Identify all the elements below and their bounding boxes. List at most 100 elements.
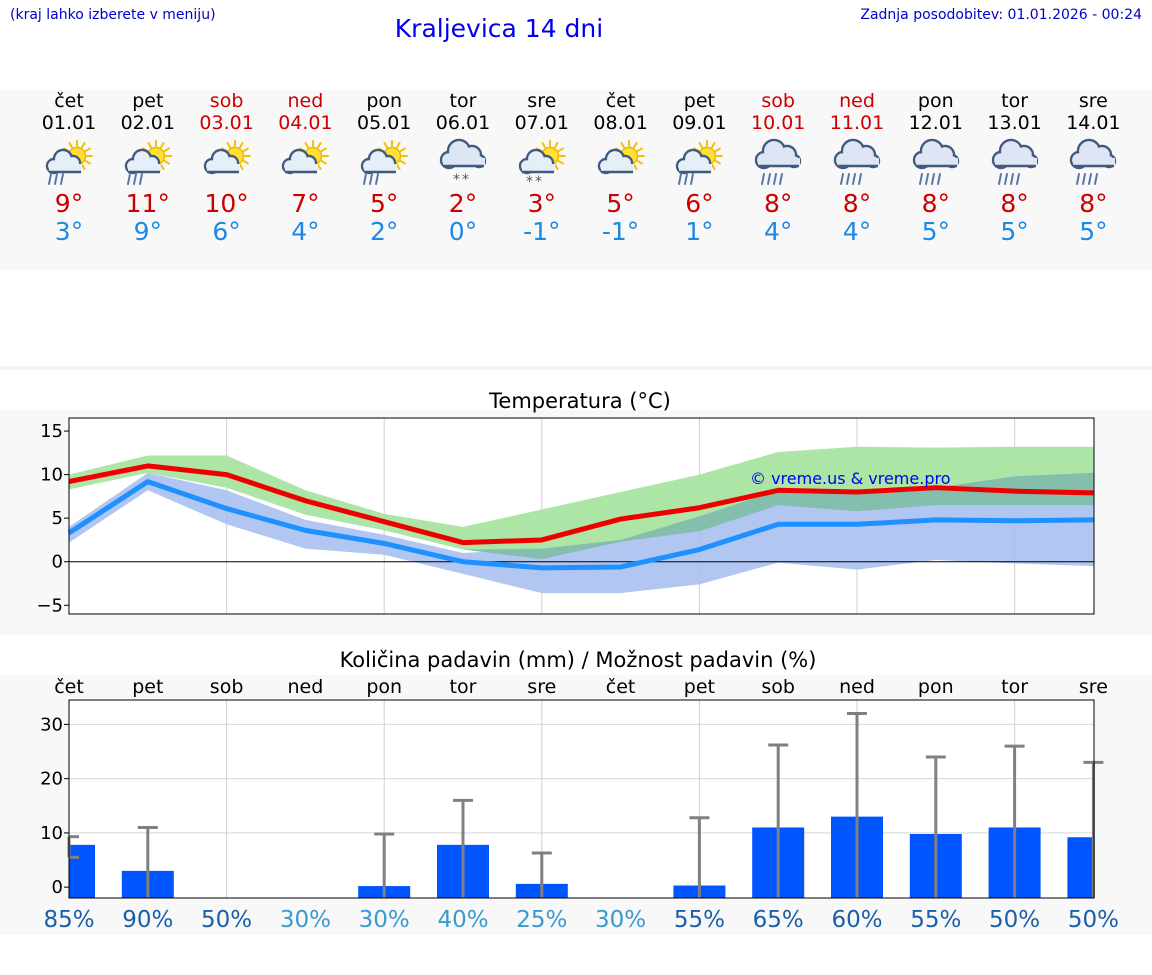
rain-drop <box>363 173 368 185</box>
sun-ray <box>159 142 165 149</box>
precipitation-chart-title: Količina padavin (mm) / Možnost padavin … <box>340 648 817 672</box>
day-name: tor <box>1001 90 1029 112</box>
cloud-shape <box>1070 138 1117 170</box>
rain-drop <box>48 173 52 185</box>
cloud-base <box>521 164 555 172</box>
cloud-base <box>206 164 240 172</box>
min-temperature: 4° <box>291 217 320 246</box>
rain-drop <box>375 173 380 185</box>
rain-drops <box>761 173 784 185</box>
sun-ray <box>81 142 86 149</box>
sun-ray <box>81 163 86 170</box>
rain-drop <box>767 173 772 185</box>
day-name: pon <box>917 90 954 112</box>
day-label: tor <box>450 676 477 698</box>
rain-drop <box>369 173 374 185</box>
rain-drop <box>60 173 64 185</box>
rain-drops <box>997 173 1020 185</box>
day-column: pet 02.01 11° 9° <box>108 90 188 246</box>
day-label: čet <box>54 676 84 698</box>
y-tick-label: 10 <box>40 465 63 486</box>
y-tick-label: 5 <box>52 508 63 529</box>
cloud-shape <box>597 148 634 175</box>
page-title: Kraljevica 14 dni <box>394 14 604 43</box>
day-date: 06.01 <box>435 112 491 134</box>
min-temperature-line <box>67 479 1094 571</box>
cloud-base <box>758 158 801 166</box>
day-column: sob 03.01 10° 6° <box>187 90 267 246</box>
precipitation-probability: 30% <box>595 907 646 933</box>
rain-drop <box>1082 173 1087 185</box>
cloud-fill <box>685 151 702 167</box>
day-date: 12.01 <box>908 112 963 134</box>
cloud-base <box>127 164 161 172</box>
max-temperature: 10° <box>204 189 249 218</box>
forecast-strip-background <box>0 90 1152 270</box>
precipitation-bar <box>1067 837 1094 899</box>
snowflakes: * * <box>526 174 542 190</box>
precipitation-probability: 65% <box>753 907 804 933</box>
max-temperature: 7° <box>291 189 320 218</box>
cloud-rain-icon <box>833 138 881 185</box>
day-label: tor <box>1001 676 1028 698</box>
max-temperature: 8° <box>842 189 872 218</box>
day-label: ned <box>839 676 875 698</box>
cloud-rain-icon <box>912 138 959 185</box>
cloud-base <box>679 164 713 172</box>
rain-drops <box>363 173 380 185</box>
sun-ray <box>226 142 231 149</box>
precipitation-probability: 55% <box>674 907 725 933</box>
day-column: ned 11.01 8° 4° <box>817 90 897 246</box>
rain-drop <box>1094 173 1099 185</box>
precipitation-probability: 50% <box>201 907 252 933</box>
rain-drop <box>924 173 929 185</box>
cloud-rain-icon <box>1070 138 1117 185</box>
rain-drop <box>684 173 689 185</box>
sun-ray <box>163 147 170 152</box>
watermark: © vreme.us & vreme.pro <box>750 469 951 488</box>
rain-drops <box>918 173 941 185</box>
sun-ray <box>620 142 625 149</box>
rain-drop <box>779 173 784 185</box>
max-temperature: 11° <box>125 189 170 218</box>
cloud-fill <box>1000 141 1021 161</box>
sun-ray <box>317 163 322 170</box>
sun-ray <box>317 142 322 149</box>
rain-drop <box>773 173 778 185</box>
min-temperature: 1° <box>685 217 714 246</box>
sun-cloud-rain-icon <box>360 140 409 185</box>
precipitation-probability: 40% <box>437 907 488 933</box>
sun-ray <box>68 142 73 149</box>
cloud-base <box>443 158 485 166</box>
sun-ray <box>396 163 401 170</box>
day-date: 13.01 <box>987 112 1042 134</box>
rain-drop <box>678 173 683 185</box>
sun-cloud-rain-icon <box>124 140 172 185</box>
sun-ray <box>321 160 328 165</box>
day-label: pet <box>684 676 715 698</box>
rain-drop <box>918 173 923 185</box>
precipitation-probability: 60% <box>831 907 882 933</box>
sun-ray <box>632 163 638 170</box>
cloud-base <box>994 158 1037 166</box>
day-column: sre 14.01 8° 5° <box>1053 90 1133 246</box>
cloud-fill <box>55 151 71 167</box>
max-temperature: 8° <box>1079 189 1108 218</box>
cloud-base <box>364 164 398 172</box>
day-date: 11.01 <box>829 112 885 134</box>
rain-drop <box>126 173 131 185</box>
sun-ray <box>711 163 716 170</box>
cloud-shape <box>991 138 1038 170</box>
sun-ray <box>147 142 152 149</box>
day-date: 08.01 <box>593 112 648 134</box>
day-date: 10.01 <box>750 112 806 134</box>
max-temperature: 8° <box>921 189 950 218</box>
cloud-shape <box>45 148 82 175</box>
day-column: ned 04.01 7° 4° <box>265 90 345 246</box>
rain-drop <box>138 173 143 185</box>
day-label: sob <box>210 676 244 698</box>
snowflake: * <box>453 172 460 188</box>
cloud-fill <box>133 151 150 167</box>
sun-ray <box>159 163 165 170</box>
sun-ray <box>304 142 310 149</box>
